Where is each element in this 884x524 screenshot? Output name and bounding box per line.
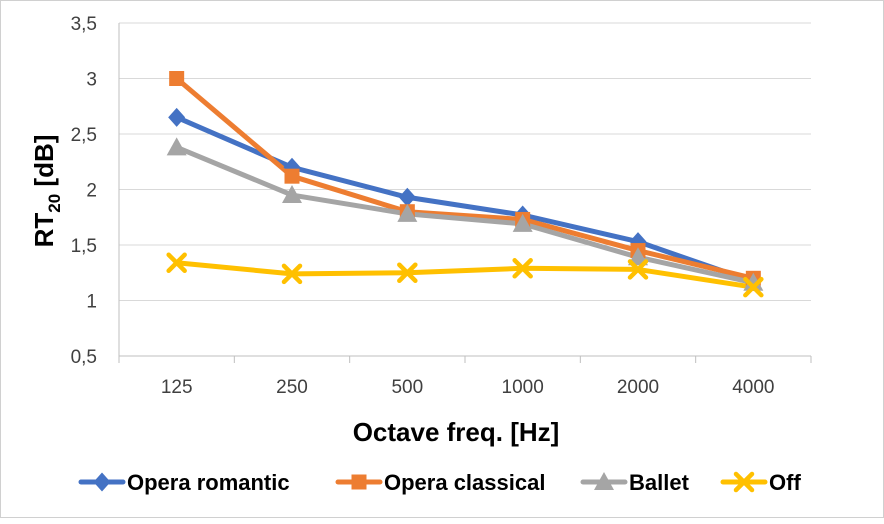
series-line-off	[174, 260, 756, 290]
data-point-opera-classical	[284, 168, 300, 184]
y-axis-title-main: RT	[29, 213, 59, 248]
y-tick-label: 3	[86, 70, 97, 91]
legend-label: Opera romantic	[127, 470, 290, 495]
data-point-off	[281, 263, 303, 285]
legend-label: Ballet	[629, 470, 690, 495]
x-tick-label: 2000	[617, 377, 659, 398]
marker-stroke	[166, 252, 187, 274]
data-point-off	[743, 276, 764, 298]
y-tick-label: 2	[86, 181, 97, 202]
marker-stroke	[512, 258, 533, 279]
marker-stroke	[281, 263, 303, 285]
marker-stroke	[733, 471, 755, 493]
series-line-ballet	[174, 144, 756, 286]
marker-stroke	[627, 259, 649, 280]
marker-stroke	[743, 276, 764, 298]
data-point-opera-romantic	[168, 107, 186, 127]
data-point-opera-classical	[169, 71, 185, 86]
y-axis-title-subscript: 20	[45, 194, 64, 213]
x-tick-label: 250	[276, 377, 308, 398]
y-tick-label: 3,5	[71, 14, 97, 35]
legend-label: Off	[769, 470, 801, 495]
x-axis-title: Octave freq. [Hz]	[353, 417, 560, 447]
legend-item-opera-romantic: Opera romantic	[78, 470, 290, 495]
x-tick-label: 500	[391, 377, 423, 398]
legend-swatch-marker	[93, 472, 111, 492]
data-point-ballet	[743, 272, 764, 291]
data-point-ballet	[166, 137, 187, 156]
data-point-ballet	[512, 213, 533, 232]
data-point-off	[397, 262, 418, 283]
data-point-off	[166, 252, 187, 274]
data-point-opera-romantic	[398, 187, 416, 207]
data-point-ballet	[282, 185, 302, 204]
data-point-ballet	[628, 247, 648, 266]
legend-item-ballet: Ballet	[580, 470, 690, 495]
y-tick-label: 1	[86, 292, 97, 313]
y-tick-label: 0,5	[71, 347, 97, 368]
x-tick-label: 1000	[502, 377, 544, 398]
axes	[118, 23, 812, 363]
legend-swatch-marker	[733, 471, 755, 493]
y-axis-title: RT20 [dB]	[29, 135, 64, 248]
legend-swatch-marker	[351, 474, 367, 490]
data-point-off	[512, 258, 533, 279]
x-tick-label: 4000	[732, 377, 774, 398]
data-point-ballet	[397, 203, 418, 222]
series-lines	[174, 76, 756, 290]
legend-item-off: Off	[720, 470, 801, 495]
y-tick-label: 2,5	[71, 125, 97, 146]
data-point-off	[627, 259, 649, 280]
y-axis-title-unit: [dB]	[29, 135, 59, 194]
legend: Opera romantic Opera classical Ballet Off	[78, 470, 801, 495]
legend-label: Opera classical	[384, 470, 545, 495]
legend-item-opera-classical: Opera classical	[335, 470, 545, 495]
tick-labels: 0,5 1 1,5 2 2,5 3 3,5 125 250 500 1000 2000 4000	[71, 14, 775, 398]
marker-stroke	[397, 262, 418, 283]
y-tick-label: 1,5	[71, 236, 97, 257]
x-tick-label: 125	[161, 377, 193, 398]
series-line-opera-classical	[174, 76, 756, 281]
series-markers	[166, 71, 764, 298]
gridlines	[119, 22, 811, 357]
legend-swatch-marker	[594, 472, 614, 490]
